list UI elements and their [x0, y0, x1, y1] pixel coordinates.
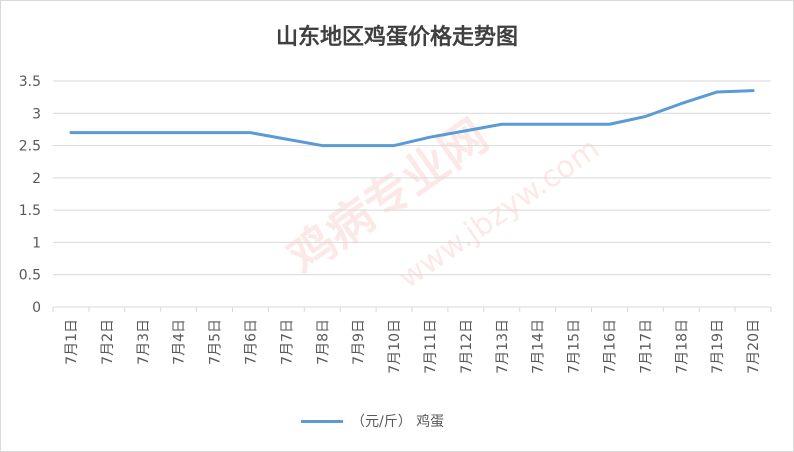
y-tick-label: 1	[32, 235, 41, 251]
x-tick-label: 7月18日	[674, 319, 690, 374]
y-tick-label: 3	[32, 106, 41, 122]
x-tick-label: 7月1日	[64, 319, 80, 365]
x-tick-label: 7月6日	[243, 319, 259, 365]
x-tick-label: 7月2日	[100, 319, 116, 365]
x-tick-label: 7月15日	[567, 319, 583, 374]
x-tick-label: 7月12日	[459, 319, 475, 374]
x-tick-label: 7月11日	[423, 319, 439, 374]
x-tick-label: 7月13日	[495, 319, 511, 374]
y-tick-label: 2	[32, 171, 41, 187]
x-tick-label: 7月19日	[710, 319, 726, 374]
x-tick-label: 7月16日	[602, 319, 618, 374]
chart-title: 山东地区鸡蛋价格走势图	[275, 25, 518, 50]
x-tick-label: 7月14日	[531, 319, 547, 374]
y-tick-label: 0	[32, 300, 41, 316]
y-tick-label: 0.5	[19, 268, 41, 284]
legend-label: （元/斤） 鸡蛋	[351, 414, 445, 430]
x-tick-label: 7月9日	[351, 319, 367, 365]
x-tick-label: 7月5日	[208, 319, 224, 365]
x-tick-label: 7月7日	[279, 319, 295, 365]
x-tick-label: 7月4日	[172, 319, 188, 365]
x-tick-label: 7月20日	[746, 319, 762, 374]
x-tick-label: 7月3日	[136, 319, 152, 365]
series-line	[69, 89, 755, 148]
legend-swatch	[301, 419, 343, 423]
y-tick-label: 3.5	[19, 74, 41, 90]
x-tick-label: 7月8日	[315, 319, 331, 365]
y-tick-label: 1.5	[19, 203, 41, 219]
x-tick-label: 7月17日	[638, 319, 654, 374]
legend: （元/斤） 鸡蛋	[301, 411, 444, 431]
y-tick-label: 2.5	[19, 139, 41, 155]
x-tick-label: 7月10日	[387, 319, 403, 374]
